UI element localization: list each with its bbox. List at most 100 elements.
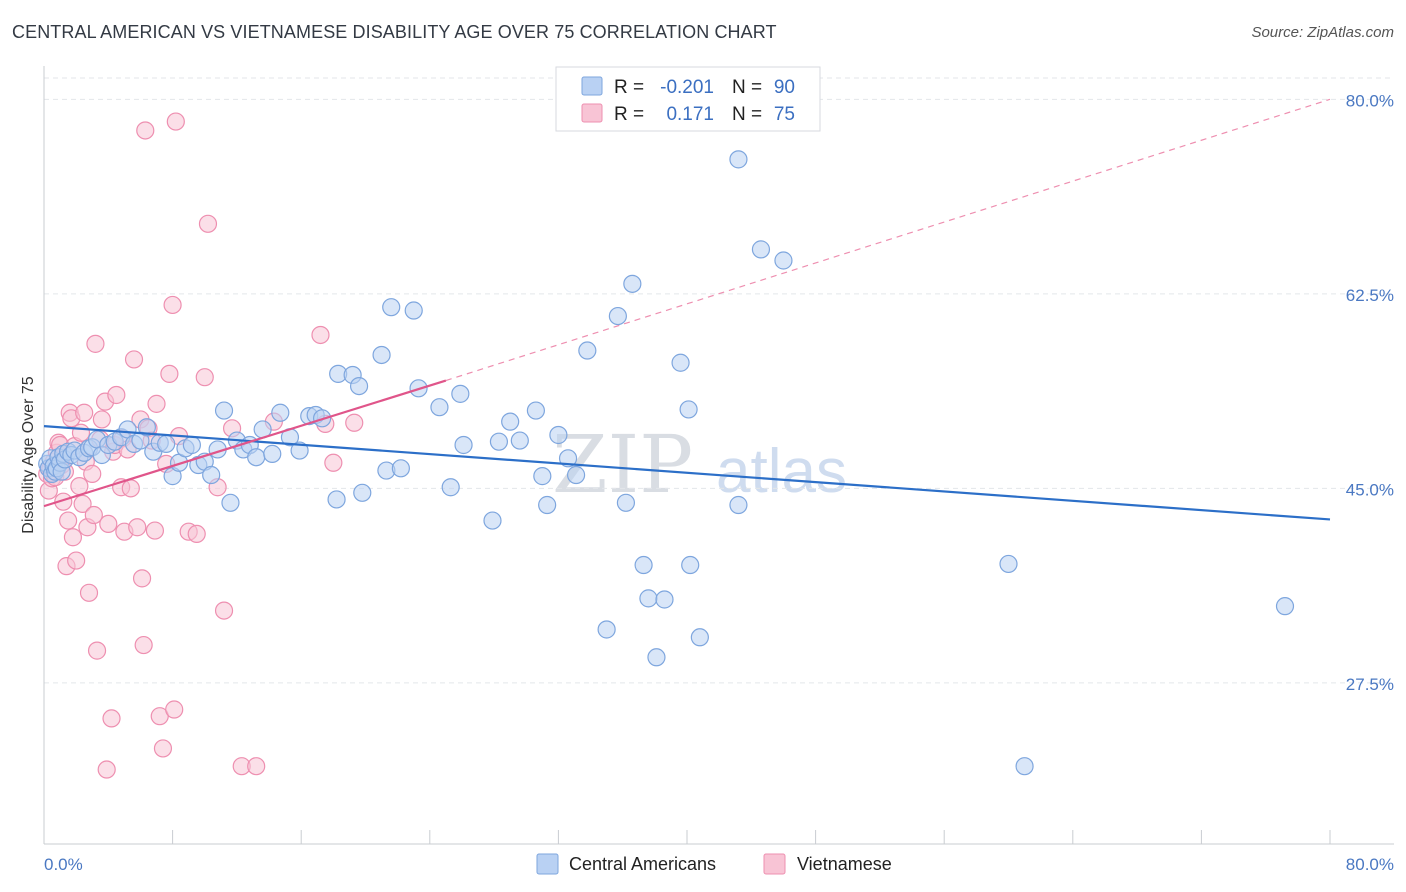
central-american-point-37 [202, 465, 221, 485]
vietnamese-point-34 [99, 514, 118, 534]
vietnamese-point-16 [63, 528, 83, 547]
legend-swatch-pink [581, 103, 603, 123]
vietnamese-point-27 [84, 505, 103, 525]
vietnamese-point-56 [160, 364, 179, 383]
vietnamese-trend-line-extension [445, 98, 1331, 382]
central-american-point-62 [404, 301, 423, 320]
central-american-point-84 [639, 589, 658, 608]
vietnamese-point-26 [83, 464, 102, 483]
central-american-point-80 [608, 306, 627, 326]
central-american-point-90 [690, 628, 709, 647]
central-american-point-72 [526, 401, 545, 420]
central-american-point-70 [501, 412, 520, 431]
central-american-point-89 [681, 555, 700, 575]
central-american-point-81 [616, 493, 636, 512]
central-american-point-82 [623, 274, 642, 293]
vietnamese-point-29 [87, 641, 107, 660]
central-american-point-96 [1015, 757, 1034, 776]
vietnamese-point-58 [165, 700, 184, 719]
y-tick-label-3: 80.0% [1346, 91, 1394, 110]
central-american-point-85 [647, 648, 666, 667]
central-american-point-53 [327, 490, 346, 509]
vietnamese-point-51 [145, 521, 165, 540]
central-american-point-67 [454, 435, 473, 455]
vietnamese-point-72 [324, 453, 343, 472]
source-label: Source: ZipAtlas.com [1251, 24, 1394, 41]
central-american-point-93 [751, 240, 771, 259]
y-tick-label-0: 27.5% [1346, 675, 1394, 694]
vietnamese-point-28 [86, 334, 105, 353]
central-american-point-75 [549, 425, 568, 445]
central-american-point-40 [221, 493, 240, 512]
y-tick-labels: 27.5% 45.0% 62.5% 80.0% [1346, 91, 1394, 694]
series-legend-label-central-americans: Central Americans [569, 854, 716, 874]
central-american-point-58 [372, 345, 391, 365]
central-american-point-73 [533, 467, 552, 486]
vietnamese-point-74 [136, 121, 155, 140]
central-american-point-94 [774, 251, 793, 270]
vietnamese-point-25 [79, 583, 99, 602]
vietnamese-point-45 [128, 518, 147, 537]
vietnamese-point-21 [73, 494, 92, 514]
central-american-point-61 [391, 459, 410, 478]
vietnamese-point-63 [198, 214, 218, 233]
central-american-trend-line [43, 425, 1331, 521]
central-american-point-76 [558, 449, 578, 468]
gridlines [44, 77, 1394, 684]
vietnamese-point-75 [166, 112, 185, 131]
central-american-point-65 [441, 478, 460, 497]
vietnamese-point-68 [247, 757, 266, 776]
trend-lines [43, 98, 1331, 521]
vietnamese-point-52 [147, 394, 166, 413]
x-tick-label-max: 80.0% [1346, 855, 1394, 874]
y-tick-label-1: 45.0% [1346, 480, 1394, 499]
vietnamese-point-38 [107, 385, 126, 405]
correlation-legend: R = -0.201 N = 90 R = 0.171 N = 75 [555, 66, 821, 132]
central-american-point-79 [597, 620, 616, 639]
series-legend: Central Americans Vietnamese [536, 853, 892, 875]
central-american-point-88 [679, 400, 698, 419]
legend-swatch-blue [581, 76, 603, 96]
central-american-point-34 [182, 435, 201, 455]
legend-n-label-2: N = [732, 104, 762, 125]
vietnamese-point-61 [187, 524, 206, 544]
series-legend-swatch-central-americans [536, 853, 559, 875]
central-american-point-86 [655, 590, 674, 609]
x-tick-label-min: 0.0% [44, 855, 83, 874]
central-american-point-56 [349, 376, 369, 396]
vietnamese-point-31 [92, 410, 111, 429]
watermark-atlas: atlas [716, 437, 847, 506]
vietnamese-point-73 [345, 413, 364, 432]
series-legend-swatch-vietnamese [763, 853, 786, 875]
central-american-point-97 [1275, 597, 1295, 616]
vietnamese-point-33 [97, 760, 116, 779]
central-american-point-91 [729, 150, 748, 169]
y-axis-label: Disability Age Over 75 [20, 376, 37, 534]
central-american-point-44 [247, 448, 266, 467]
central-american-point-49 [290, 441, 309, 460]
y-tick-label-2: 62.5% [1346, 286, 1394, 305]
vietnamese-point-43 [121, 479, 140, 498]
legend-r-label-2: R = [614, 104, 644, 125]
vietnamese-point-57 [163, 295, 182, 315]
vietnamese-point-54 [153, 739, 173, 758]
vietnamese-point-65 [214, 601, 234, 620]
legend-n-label-1: N = [732, 77, 762, 98]
legend-n-value-1: 90 [774, 77, 795, 98]
central-american-point-30 [157, 434, 176, 453]
x-ticks [43, 830, 1331, 844]
vietnamese-point-70 [311, 325, 330, 345]
central-american-point-66 [451, 384, 470, 403]
vietnamese-point-62 [195, 368, 214, 387]
central-american-point-87 [671, 353, 690, 372]
central-american-point-69 [489, 432, 509, 451]
vietnamese-point-44 [124, 350, 144, 369]
central-american-point-92 [729, 495, 748, 515]
vietnamese-point-48 [134, 635, 153, 655]
central-american-point-77 [566, 465, 586, 485]
central-american-point-78 [578, 341, 597, 360]
vietnamese-point-20 [71, 423, 91, 442]
vietnamese-point-13 [59, 511, 78, 530]
central-american-point-71 [510, 431, 529, 450]
watermark: ZIP atlas [552, 418, 847, 511]
